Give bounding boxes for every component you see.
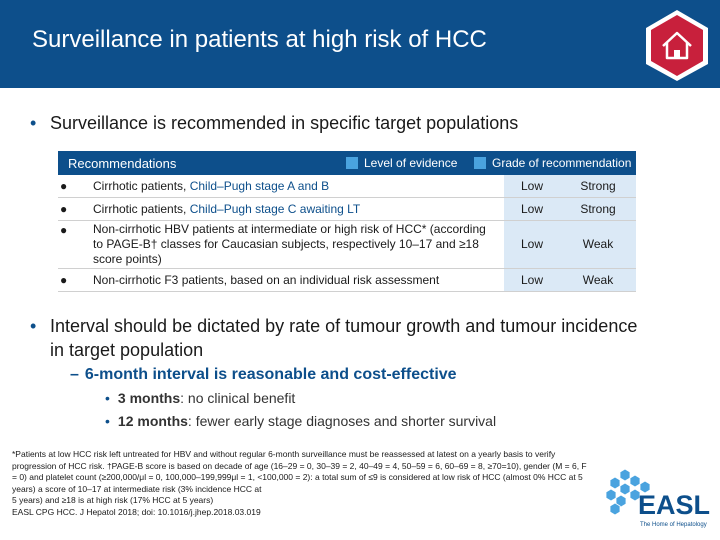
sub-item-rest: : no clinical benefit	[180, 390, 296, 406]
slide-title: Surveillance in patients at high risk of…	[32, 26, 487, 53]
bullet-interval: • Interval should be dictated by rate of …	[30, 314, 670, 362]
title-bar: Surveillance in patients at high risk of…	[0, 0, 720, 88]
grade-cell: Strong	[560, 198, 636, 220]
sub-bullet-interval: –6-month interval is reasonable and cost…	[70, 366, 457, 384]
level-cell: Low	[504, 269, 560, 291]
bullet-dot: ●	[60, 273, 68, 287]
recommendations-heading: Recommendations	[68, 156, 177, 171]
table-header: Recommendations Level of evidence Grade …	[58, 151, 636, 175]
footnote-main: *Patients at low HCC risk left untreated…	[12, 449, 587, 494]
bullet-dot: ●	[60, 202, 68, 216]
footnote-citation: EASL CPG HCC. J Hepatol 2018; doi: 10.10…	[12, 506, 261, 517]
bullet-text: Interval should be dictated by rate of t…	[50, 316, 638, 360]
level-cell: Low	[504, 221, 560, 268]
sub-item-rest: : fewer early stage diagnoses and shorte…	[187, 413, 497, 429]
grade-cell: Weak	[560, 221, 636, 268]
row-text-highlight: Child–Pugh stage C awaiting LT	[189, 202, 361, 216]
legend-grade: Grade of recommendation	[474, 156, 631, 170]
legend-swatch	[474, 157, 486, 169]
level-cell: Low	[504, 175, 560, 197]
row-text-highlight: Child–Pugh stage A and B	[189, 179, 330, 193]
row-text: Cirrhotic patients,	[93, 202, 190, 216]
table-row: ● Non-cirrhotic F3 patients, based on an…	[58, 269, 636, 292]
level-cell: Low	[504, 198, 560, 220]
table-row: ● Cirrhotic patients, Child–Pugh stage C…	[58, 198, 636, 221]
bullet-dot: ●	[60, 179, 68, 193]
bullet-text: Surveillance is recommended in specific …	[50, 113, 519, 133]
legend-grade-label: Grade of recommendation	[492, 156, 632, 170]
recommendation-text: Non-cirrhotic HBV patients at intermedia…	[93, 222, 486, 266]
logo-wordmark: EASL	[638, 490, 710, 520]
dash-marker: –	[70, 366, 79, 383]
sub-bullet-text: 6-month interval is reasonable and cost-…	[84, 366, 457, 383]
legend-level-label: Level of evidence	[364, 156, 458, 170]
grade-cell: Weak	[560, 269, 636, 291]
legend-swatch	[346, 157, 358, 169]
sub-item-bold: 3 months	[117, 390, 181, 406]
footnote: *Patients at low HCC risk left untreated…	[12, 449, 592, 519]
bullet-dot: ●	[60, 223, 68, 237]
footnote-line2: 5 years) and ≥18 is at high risk (17% HC…	[12, 495, 214, 506]
recommendation-text: Cirrhotic patients, Child–Pugh stage C a…	[93, 202, 493, 217]
sub-item: • 3 months: no clinical benefit	[105, 390, 295, 406]
recommendations-table: Recommendations Level of evidence Grade …	[58, 151, 636, 292]
bullet-dot: •	[30, 113, 37, 133]
bullet-dot: •	[105, 390, 110, 406]
sub-item: • 12 months: fewer early stage diagnoses …	[105, 413, 496, 429]
table-row: ● Non-cirrhotic HBV patients at intermed…	[58, 221, 636, 269]
bullet-dot: •	[30, 316, 37, 336]
table-row: ● Cirrhotic patients, Child–Pugh stage A…	[58, 175, 636, 198]
recommendation-text: Non-cirrhotic F3 patients, based on an i…	[93, 273, 440, 287]
easl-logo: EASL The Home of Hepatology	[605, 468, 710, 528]
row-text: Cirrhotic patients,	[93, 179, 190, 193]
home-icon[interactable]	[644, 8, 710, 82]
logo-tagline: The Home of Hepatology	[640, 522, 707, 528]
legend-level: Level of evidence	[346, 156, 457, 170]
bullet-dot: •	[105, 413, 110, 429]
bullet-surveillance: • Surveillance is recommended in specific…	[30, 113, 518, 134]
recommendation-text: Cirrhotic patients, Child–Pugh stage A a…	[93, 179, 493, 194]
grade-cell: Strong	[560, 175, 636, 197]
sub-item-bold: 12 months	[117, 413, 188, 429]
